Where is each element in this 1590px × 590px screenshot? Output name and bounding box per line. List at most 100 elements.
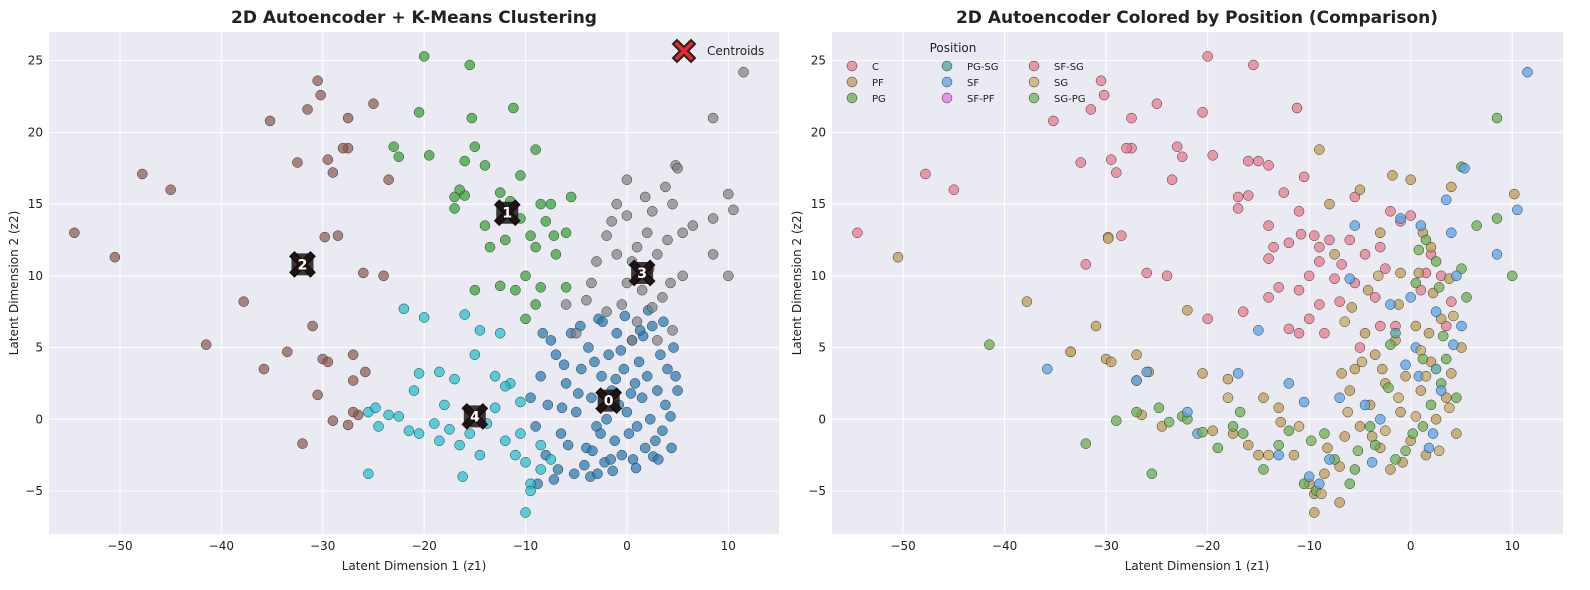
position-c-point bbox=[1263, 253, 1274, 264]
cluster-4-point bbox=[403, 425, 415, 436]
cluster-0-point bbox=[589, 356, 600, 368]
position-sf-point bbox=[1359, 399, 1371, 411]
cluster-3-point bbox=[677, 270, 688, 282]
x-tick-label: −10 bbox=[1297, 539, 1322, 553]
cluster-2-point bbox=[258, 363, 270, 375]
cluster-1-point bbox=[508, 102, 519, 114]
x-tick-label: 10 bbox=[721, 539, 736, 553]
position-pg-point bbox=[1407, 428, 1418, 439]
position-c-point bbox=[1293, 284, 1305, 296]
scatter-points bbox=[69, 51, 749, 518]
cluster-0-point bbox=[633, 356, 645, 368]
cluster-4-point bbox=[373, 421, 384, 432]
position-pf-point bbox=[1336, 368, 1347, 379]
position-c-point bbox=[1253, 155, 1264, 167]
cluster-1-point bbox=[484, 241, 496, 253]
x-tick-label: −40 bbox=[209, 539, 234, 553]
cluster-1-point bbox=[469, 284, 481, 296]
cluster-2-point bbox=[322, 356, 334, 368]
legend-label: SG bbox=[1054, 78, 1068, 89]
position-pf-point bbox=[1334, 461, 1345, 472]
position-sf-point bbox=[1430, 306, 1442, 317]
cluster-1-point bbox=[530, 241, 541, 253]
position-pf-point bbox=[1131, 349, 1142, 360]
y-axis-label: Latent Dimension 2 (z2) bbox=[7, 211, 21, 356]
position-pg-point bbox=[1369, 439, 1381, 451]
position-pg-point bbox=[1456, 263, 1467, 274]
cluster-0-point bbox=[550, 349, 562, 360]
cluster-0-point bbox=[605, 454, 616, 465]
y-tick-label: 15 bbox=[811, 197, 826, 211]
position-sf-point bbox=[1349, 220, 1361, 231]
cluster-4-point bbox=[370, 402, 381, 414]
position-sg-pg-point bbox=[1433, 282, 1445, 293]
cluster-0-point bbox=[625, 388, 637, 399]
grid-lines bbox=[49, 32, 779, 534]
position-c-point bbox=[948, 184, 960, 196]
cluster-0-point bbox=[530, 421, 541, 432]
legend-swatch bbox=[1028, 76, 1040, 88]
cluster-2-point bbox=[282, 346, 293, 358]
cluster-1-point bbox=[535, 198, 546, 210]
position-sg-point bbox=[1102, 233, 1114, 244]
cluster-1-point bbox=[530, 299, 541, 310]
cluster-0-point bbox=[587, 445, 598, 457]
position-c-point bbox=[1405, 210, 1416, 221]
position-pg-point bbox=[1420, 234, 1432, 246]
cluster-0-point bbox=[576, 363, 587, 375]
position-c-point bbox=[1303, 313, 1315, 325]
position-pf-point bbox=[1413, 267, 1425, 279]
cluster-2-point bbox=[347, 406, 359, 418]
legend: Position C PF PG PG-SG SF SF-PF SF-SG SG SG-PG bbox=[846, 41, 1085, 105]
position-c-point bbox=[1161, 270, 1173, 282]
cluster-1-point bbox=[510, 284, 521, 296]
position-c-point bbox=[1293, 206, 1305, 217]
cluster-3-point bbox=[636, 284, 648, 296]
position-sf-point bbox=[1423, 442, 1435, 454]
position-pg-point bbox=[1111, 415, 1122, 426]
position-c-point bbox=[1446, 296, 1457, 307]
position-sf-point bbox=[1334, 392, 1345, 403]
position-c-point bbox=[1202, 313, 1213, 325]
position-pf-point bbox=[1423, 327, 1435, 339]
cluster-4-point bbox=[515, 396, 526, 408]
position-pf-point bbox=[1322, 442, 1333, 454]
position-pg-point bbox=[1430, 256, 1442, 267]
cluster-3-point bbox=[621, 210, 633, 221]
position-sg-pg-point bbox=[1383, 382, 1394, 393]
cluster-3-point bbox=[639, 191, 651, 203]
x-tick-label: −30 bbox=[1093, 539, 1118, 553]
position-c-point bbox=[1273, 282, 1284, 293]
position-pf-point bbox=[1105, 356, 1117, 368]
cluster-4-point bbox=[474, 325, 486, 336]
cluster-0-point bbox=[621, 406, 633, 418]
position-sf-point bbox=[1283, 378, 1295, 389]
cluster-0-point bbox=[616, 449, 628, 461]
cluster-3-point bbox=[581, 294, 592, 306]
cluster-3-point bbox=[723, 270, 734, 282]
position-c-point bbox=[1111, 167, 1122, 178]
cluster-0-point bbox=[583, 342, 594, 353]
cluster-4-point bbox=[464, 428, 476, 439]
y-tick-label: 5 bbox=[35, 341, 43, 355]
cluster-0-point bbox=[601, 414, 612, 425]
position-sf-sg-point bbox=[1375, 320, 1386, 332]
position-sf-point bbox=[1375, 414, 1386, 425]
cluster-1-point bbox=[520, 313, 531, 325]
cluster-3-point bbox=[641, 227, 653, 239]
position-pf-point bbox=[1362, 284, 1374, 296]
position-sg-point bbox=[1293, 421, 1305, 432]
cluster-0-point bbox=[647, 320, 658, 332]
y-tick-label: 10 bbox=[811, 269, 826, 283]
y-tick-label: −5 bbox=[808, 484, 826, 498]
cluster-2-point bbox=[312, 389, 323, 401]
position-sg-pg-point bbox=[1400, 445, 1411, 457]
position-pf-point bbox=[1344, 385, 1356, 396]
position-pg-point bbox=[1344, 478, 1356, 490]
legend-swatch bbox=[846, 92, 858, 104]
cluster-2-point bbox=[360, 366, 371, 378]
cluster-4-point bbox=[474, 449, 486, 461]
position-pf-point bbox=[1375, 227, 1386, 239]
cluster-0-point bbox=[603, 349, 614, 360]
cluster-1-point bbox=[560, 227, 572, 239]
